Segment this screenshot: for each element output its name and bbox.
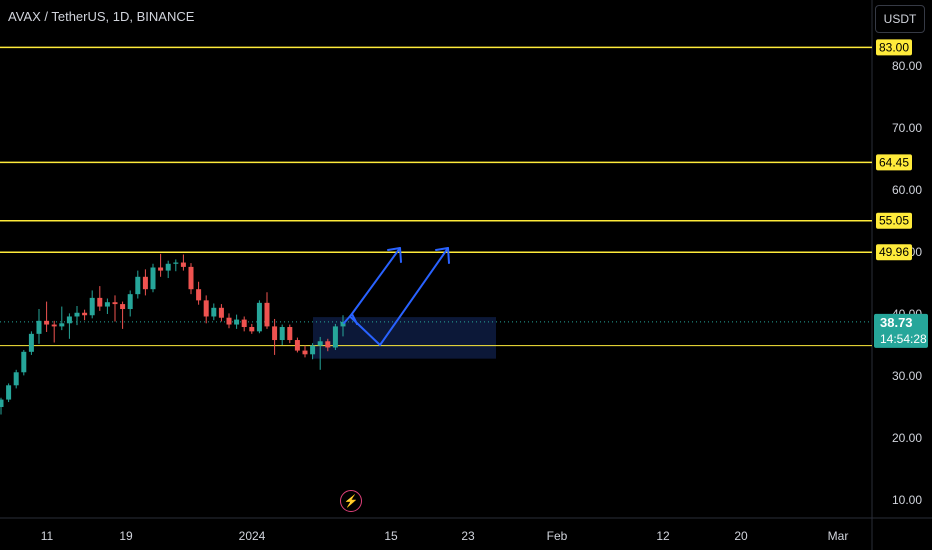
- candle-body: [180, 262, 186, 267]
- candle-body: [287, 327, 293, 341]
- y-tick-label: 70.00: [892, 121, 922, 135]
- candle-body: [135, 276, 141, 295]
- candle-body: [120, 304, 126, 310]
- candle-body: [112, 302, 118, 305]
- candle-body: [332, 326, 338, 348]
- x-tick-label: Feb: [547, 529, 568, 543]
- x-tick-label: 19: [119, 529, 133, 543]
- candle-body: [158, 267, 164, 271]
- projection-arrow-1: [349, 247, 401, 318]
- y-tick-label: 20.00: [892, 431, 922, 445]
- last-price-value: 38.73: [880, 315, 913, 330]
- level-label-bg: [876, 212, 912, 229]
- candle-body: [21, 351, 27, 373]
- arrow-head-3: [343, 313, 358, 325]
- candle-body: [272, 326, 278, 341]
- flash-icon[interactable]: ⚡: [340, 490, 362, 512]
- candle-body: [36, 320, 42, 334]
- candle-body: [218, 307, 224, 318]
- candle-body: [59, 323, 65, 327]
- candle-body: [142, 276, 148, 290]
- x-tick-label: 11: [41, 529, 54, 543]
- level-label: 55.05: [879, 214, 909, 228]
- x-tick-label: 12: [656, 529, 670, 543]
- x-tick-label: 20: [734, 529, 748, 543]
- candle-body: [6, 385, 12, 400]
- candle-body: [256, 302, 262, 332]
- currency-button[interactable]: USDT: [875, 5, 925, 33]
- candle-body: [13, 372, 19, 386]
- y-tick-label: 60.00: [892, 183, 922, 197]
- candle-body: [317, 341, 323, 346]
- candle-body: [173, 262, 179, 264]
- arrow-head-2: [435, 247, 450, 264]
- candle-body: [211, 307, 217, 317]
- x-tick-label: 23: [461, 529, 475, 543]
- x-tick-label: 15: [384, 529, 398, 543]
- x-tick-label: Mar: [828, 529, 849, 543]
- level-label: 83.00: [879, 40, 909, 54]
- countdown-timer: 14:54:28: [880, 332, 927, 346]
- candle-body: [264, 302, 270, 327]
- candle-body: [196, 289, 202, 301]
- level-label-bg: [876, 154, 912, 171]
- last-price-tag: [874, 313, 928, 348]
- candle-body: [188, 266, 194, 290]
- candle-body: [294, 340, 300, 351]
- candle-body: [28, 333, 34, 352]
- candle-body: [165, 263, 171, 271]
- y-tick-label: 10.00: [892, 493, 922, 507]
- candle-body: [51, 324, 57, 327]
- candle-body: [325, 341, 331, 348]
- candle-body: [340, 321, 346, 327]
- level-label-bg: [876, 39, 912, 56]
- y-tick-label: 30.00: [892, 369, 922, 383]
- projection-path: [349, 247, 449, 346]
- candle-body: [82, 312, 88, 316]
- candle-body: [302, 350, 308, 355]
- candle-body: [66, 316, 72, 324]
- candle-body: [241, 319, 247, 328]
- level-label-bg: [876, 244, 912, 261]
- candle-body: [249, 327, 255, 332]
- x-tick-label: 2024: [239, 529, 266, 543]
- demand-zone-box: [313, 317, 496, 359]
- level-label: 49.96: [879, 245, 909, 259]
- candle-body: [203, 300, 209, 317]
- candle-body: [89, 297, 95, 316]
- level-label: 64.45: [879, 155, 909, 169]
- y-tick-label: 80.00: [892, 59, 922, 73]
- candle-body: [104, 302, 110, 307]
- candle-body: [150, 267, 156, 290]
- candle-body: [127, 294, 133, 310]
- symbol-title: AVAX / TetherUS, 1D, BINANCE: [8, 9, 195, 24]
- candle-body: [44, 320, 50, 325]
- candle-body: [226, 317, 232, 325]
- candle-body: [234, 319, 240, 325]
- candle-body: [97, 297, 103, 307]
- candle-body: [279, 327, 285, 341]
- arrow-head-1: [387, 247, 402, 263]
- candle-body: [74, 312, 80, 317]
- candle-body: [310, 345, 316, 355]
- candle-body: [0, 399, 4, 407]
